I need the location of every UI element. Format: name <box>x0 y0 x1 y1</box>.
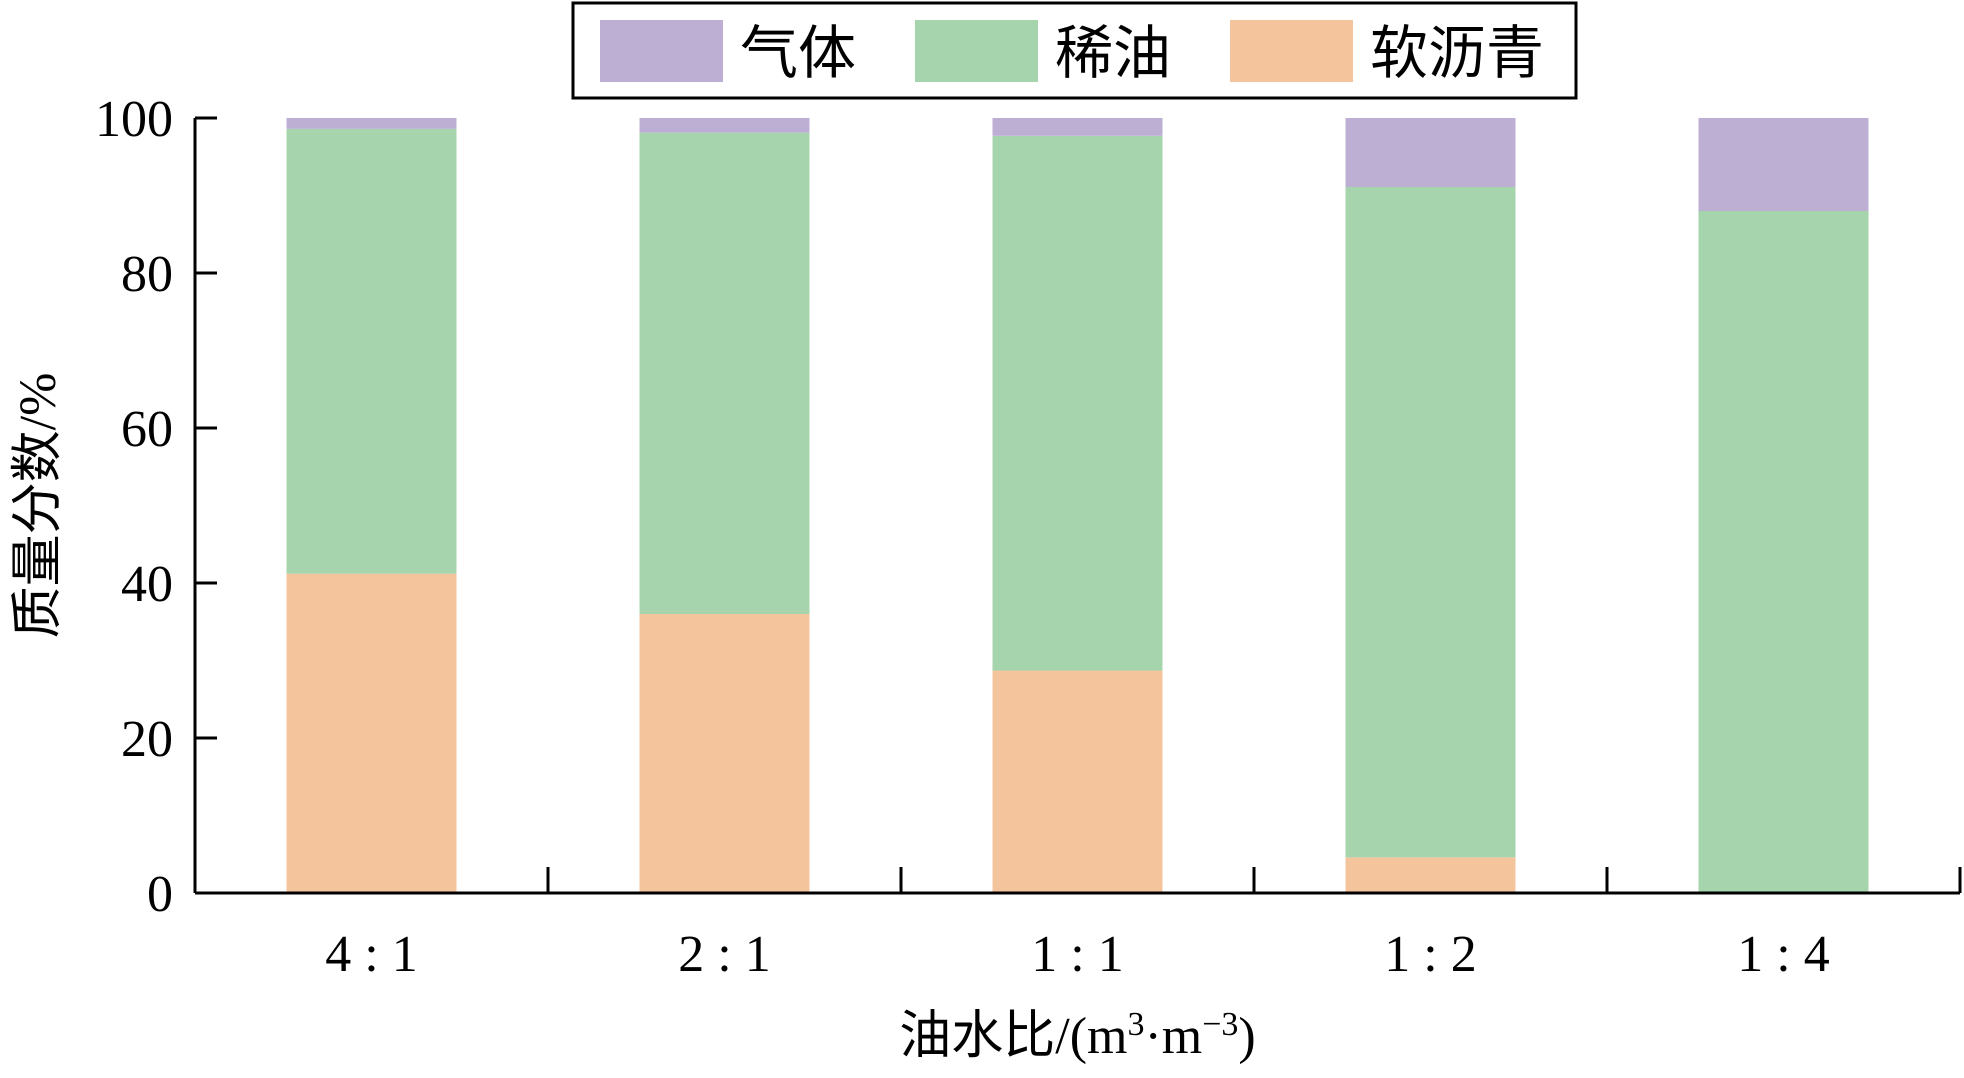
y-tick-label-0: 0 <box>147 866 173 923</box>
legend-swatch-3 <box>1230 20 1353 82</box>
bar-segment-1-4 <box>1345 857 1516 893</box>
bar-segment-2-3 <box>992 135 1163 671</box>
bar-segment-2-5 <box>1698 211 1869 893</box>
bar-segment-3-1 <box>286 118 457 129</box>
y-tick-label-80: 80 <box>121 246 173 303</box>
y-tick-label-60: 60 <box>121 401 173 458</box>
bar-segment-3-3 <box>992 118 1163 136</box>
x-tick-label-5: 1 : 4 <box>1737 926 1829 983</box>
axis-labels: 质量分数/% 油水比/(m3·m−3) <box>10 373 1256 1065</box>
x-tick-label-1: 4 : 1 <box>325 926 417 983</box>
legend-label-1: 气体 <box>740 19 856 87</box>
bar-segment-2-4 <box>1345 186 1516 858</box>
y-tick-label-20: 20 <box>121 711 173 768</box>
legend-swatch-2 <box>915 20 1038 82</box>
bar-segment-3-5 <box>1698 118 1869 211</box>
bar-segment-2-1 <box>286 128 457 574</box>
axes-layer: 0 20 40 60 80 100 4 : 1 2 : 1 1 : 1 1 : 2 1 : 4 <box>95 91 1962 983</box>
y-tick-label-40: 40 <box>121 556 173 613</box>
bar-segment-1-2 <box>639 614 810 893</box>
bar-segment-2-2 <box>639 132 810 614</box>
bar-segment-3-2 <box>639 118 810 133</box>
legend-label-3: 软沥青 <box>1370 19 1544 87</box>
bars-layer <box>286 118 1869 893</box>
y-axis-title: 质量分数/% <box>10 373 67 639</box>
bar-segment-3-4 <box>1345 118 1516 187</box>
x-tick-label-4: 1 : 2 <box>1384 926 1476 983</box>
x-tick-label-2: 2 : 1 <box>678 926 770 983</box>
x-axis-title: 油水比/(m3·m−3) <box>899 1006 1256 1066</box>
bar-segment-1-1 <box>286 573 457 893</box>
legend: 气体 稀油 软沥青 <box>571 1 1578 100</box>
y-tick-label-100: 100 <box>95 91 173 148</box>
legend-box <box>571 1 1578 100</box>
bar-segment-1-3 <box>992 670 1163 893</box>
x-tick-label-3: 1 : 1 <box>1031 926 1123 983</box>
legend-swatch-1 <box>600 20 723 82</box>
legend-label-2: 稀油 <box>1055 19 1171 87</box>
